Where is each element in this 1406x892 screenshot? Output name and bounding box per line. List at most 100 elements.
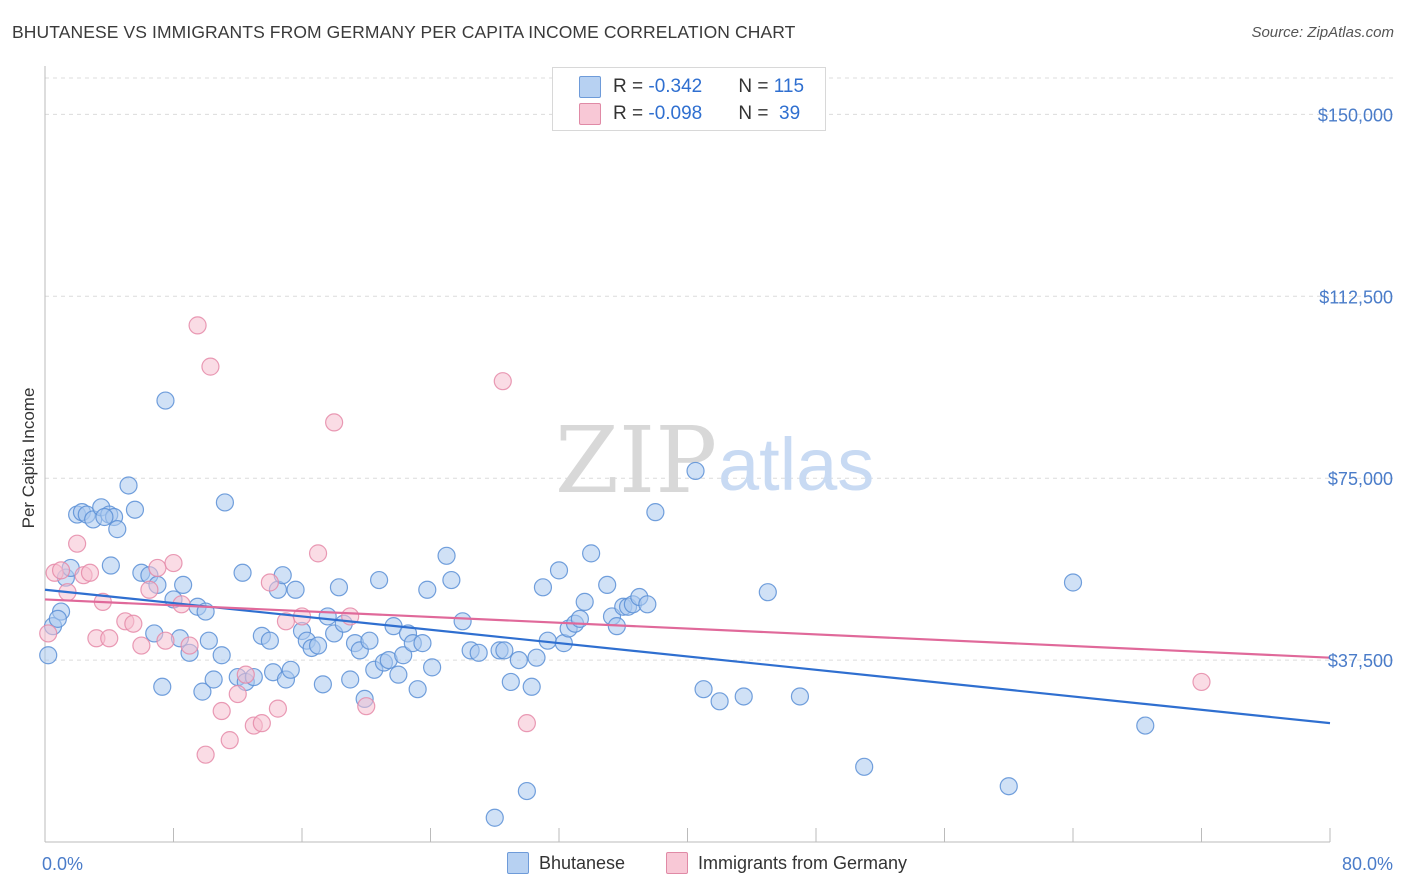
point-bhutanese — [329, 578, 349, 597]
chart-title: BHUTANESE VS IMMIGRANTS FROM GERMANY PER… — [12, 22, 796, 42]
series-germany — [39, 316, 1211, 764]
point-germany — [156, 631, 175, 650]
point-bhutanese — [517, 781, 536, 801]
point-germany — [80, 563, 100, 582]
point-bhutanese — [413, 634, 432, 653]
point-bhutanese — [999, 777, 1018, 796]
point-bhutanese — [790, 687, 810, 706]
y-tick-label: $37,500 — [1328, 651, 1393, 671]
point-bhutanese — [408, 680, 427, 699]
y-tick-label: $112,500 — [1319, 287, 1393, 307]
point-bhutanese — [638, 595, 657, 614]
point-bhutanese — [204, 670, 223, 689]
point-germany — [201, 357, 220, 376]
point-bhutanese — [686, 461, 705, 481]
point-germany — [164, 553, 183, 573]
point-bhutanese — [549, 561, 569, 580]
legend-swatch-pink — [579, 103, 601, 125]
bottom-legend-swatch-pink — [666, 852, 688, 874]
legend-r-value: -0.342 — [648, 76, 703, 97]
point-bhutanese — [193, 682, 212, 701]
point-bhutanese — [233, 563, 252, 582]
point-bhutanese — [119, 476, 138, 495]
point-bhutanese — [39, 646, 58, 665]
point-bhutanese — [174, 575, 193, 595]
point-germany — [100, 629, 119, 648]
point-germany — [188, 316, 207, 335]
point-bhutanese — [694, 680, 713, 699]
point-germany — [268, 699, 288, 718]
legend-r-label: R = — [613, 103, 649, 124]
legend-row-germany: R = -0.098 N = 39 — [553, 101, 800, 127]
point-bhutanese — [370, 570, 389, 590]
point-germany — [260, 573, 279, 592]
point-germany — [325, 413, 344, 432]
point-germany — [212, 701, 231, 721]
legend-r-value: -0.098 — [648, 103, 703, 124]
point-bhutanese — [389, 665, 408, 684]
legend-r-label: R = — [613, 76, 649, 97]
point-bhutanese — [341, 670, 360, 689]
y-tick-label: $75,000 — [1328, 469, 1393, 489]
point-bhutanese — [469, 643, 488, 662]
point-germany — [228, 684, 247, 704]
point-bhutanese — [423, 658, 442, 677]
point-germany — [308, 544, 328, 563]
bottom-legend-label-bhutanese: Bhutanese — [539, 852, 626, 873]
y-tick-label: $150,000 — [1318, 105, 1393, 125]
point-bhutanese — [1136, 716, 1155, 735]
point-germany — [132, 636, 151, 655]
point-bhutanese — [48, 609, 67, 628]
legend-swatch-blue — [579, 76, 601, 98]
point-germany — [493, 372, 512, 391]
point-germany — [357, 697, 376, 716]
point-bhutanese — [308, 636, 328, 655]
point-germany — [220, 731, 239, 750]
point-bhutanese — [485, 808, 504, 827]
point-germany — [252, 714, 271, 733]
point-bhutanese — [522, 677, 541, 696]
point-germany — [124, 614, 143, 633]
y-axis-label: Per Capita Income — [19, 388, 38, 529]
watermark-zip: ZIP — [555, 407, 717, 514]
point-bhutanese — [453, 612, 472, 631]
point-germany — [39, 624, 58, 643]
point-germany — [517, 714, 536, 733]
axes — [44, 66, 1331, 843]
trend-line-bhutanese — [44, 588, 1331, 725]
legend-n-value: 115 — [773, 76, 805, 97]
point-bhutanese — [125, 500, 145, 519]
point-bhutanese — [260, 631, 279, 650]
bottom-legend-germany: Immigrants from Germany — [666, 852, 907, 874]
point-bhutanese — [394, 646, 413, 665]
point-bhutanese — [575, 592, 594, 611]
point-germany — [196, 745, 215, 764]
point-bhutanese — [509, 650, 528, 670]
legend-n-label: N = — [738, 103, 774, 124]
bottom-legend-bhutanese: Bhutanese — [507, 852, 625, 874]
point-bhutanese — [153, 677, 172, 696]
point-germany — [51, 561, 71, 580]
point-bhutanese — [598, 575, 617, 595]
x-tick-label-min: 0.0% — [42, 854, 83, 874]
watermark: ZIP atlas — [555, 407, 874, 514]
watermark-atlas: atlas — [718, 423, 874, 506]
point-bhutanese — [418, 580, 437, 599]
x-tick-label-max: 80.0% — [1342, 854, 1393, 874]
legend-row-bhutanese: R = -0.342 N = 115 — [553, 74, 804, 100]
point-bhutanese — [646, 503, 665, 522]
series-bhutanese — [39, 391, 1155, 827]
point-bhutanese — [855, 757, 874, 776]
source-label: Source: ZipAtlas.com — [1251, 24, 1394, 41]
point-bhutanese — [313, 675, 332, 694]
point-bhutanese — [108, 520, 127, 539]
point-bhutanese — [758, 583, 777, 602]
point-bhutanese — [281, 660, 300, 679]
point-bhutanese — [734, 687, 753, 706]
point-germany — [68, 534, 87, 553]
y-tick-labels: $37,500 $75,000 $112,500 $150,000 — [1318, 105, 1393, 671]
point-germany — [1192, 672, 1211, 692]
bottom-legend-swatch-blue — [507, 852, 529, 874]
point-bhutanese — [215, 493, 234, 512]
